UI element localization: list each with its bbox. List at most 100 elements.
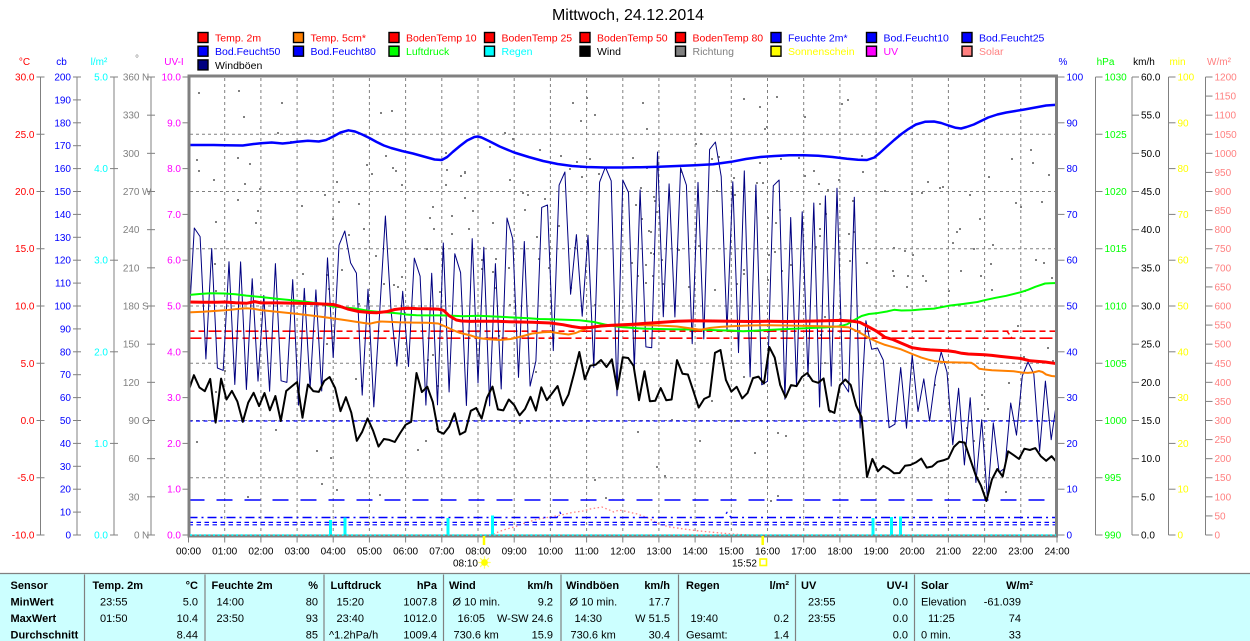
svg-text:Sensor: Sensor bbox=[11, 580, 49, 592]
svg-text:05:00: 05:00 bbox=[357, 547, 382, 558]
svg-text:08:10: 08:10 bbox=[453, 559, 478, 570]
svg-text:10: 10 bbox=[1178, 485, 1190, 496]
svg-text:150: 150 bbox=[123, 340, 140, 351]
svg-text:80: 80 bbox=[306, 597, 318, 609]
svg-text:17:00: 17:00 bbox=[791, 547, 816, 558]
svg-text:%: % bbox=[1059, 57, 1068, 68]
svg-text:1150: 1150 bbox=[1215, 92, 1237, 103]
svg-text:1.4: 1.4 bbox=[774, 630, 789, 641]
svg-text:Wind: Wind bbox=[449, 580, 476, 592]
svg-text:130: 130 bbox=[54, 233, 71, 244]
svg-text:01:50: 01:50 bbox=[100, 613, 128, 625]
svg-text:30.0: 30.0 bbox=[1141, 302, 1161, 313]
svg-text:1.0: 1.0 bbox=[167, 485, 181, 496]
svg-text:8.44: 8.44 bbox=[177, 630, 198, 641]
svg-text:06:00: 06:00 bbox=[393, 547, 418, 558]
svg-text:60: 60 bbox=[1067, 256, 1079, 267]
svg-text:60.0: 60.0 bbox=[1141, 73, 1161, 84]
svg-text:990: 990 bbox=[1105, 531, 1122, 542]
svg-text:10.0: 10.0 bbox=[1141, 454, 1161, 465]
svg-text:10.4: 10.4 bbox=[177, 613, 198, 625]
svg-text:hPa: hPa bbox=[417, 580, 438, 592]
svg-text:85: 85 bbox=[306, 630, 318, 641]
svg-text:23:00: 23:00 bbox=[1008, 547, 1033, 558]
svg-text:0.0: 0.0 bbox=[893, 630, 908, 641]
svg-text:W 51.5: W 51.5 bbox=[635, 613, 670, 625]
svg-text:^1.2hPa/h: ^1.2hPa/h bbox=[329, 630, 378, 641]
svg-text:90: 90 bbox=[1067, 118, 1079, 129]
svg-text:300: 300 bbox=[1215, 416, 1232, 427]
svg-text:50.0: 50.0 bbox=[1141, 149, 1161, 160]
svg-text:1050: 1050 bbox=[1215, 130, 1238, 141]
svg-text:Windböen: Windböen bbox=[566, 580, 619, 592]
svg-text:120: 120 bbox=[54, 256, 71, 267]
svg-text:30: 30 bbox=[60, 462, 72, 473]
svg-text:BodenTemp 10: BodenTemp 10 bbox=[406, 33, 477, 45]
svg-text:400: 400 bbox=[1215, 378, 1232, 389]
svg-text:1.0: 1.0 bbox=[94, 439, 108, 450]
svg-text:100: 100 bbox=[54, 302, 71, 313]
svg-text:1000: 1000 bbox=[1215, 149, 1238, 160]
svg-text:11:00: 11:00 bbox=[574, 547, 599, 558]
svg-text:1025: 1025 bbox=[1105, 130, 1128, 141]
svg-text:Solar: Solar bbox=[921, 580, 949, 592]
svg-text:10:00: 10:00 bbox=[538, 547, 563, 558]
svg-text:7.0: 7.0 bbox=[167, 210, 181, 221]
svg-text:5.0: 5.0 bbox=[183, 597, 198, 609]
svg-text:10.0: 10.0 bbox=[15, 302, 35, 313]
svg-text:9.2: 9.2 bbox=[538, 597, 553, 609]
svg-text:50: 50 bbox=[60, 416, 72, 427]
svg-text:450: 450 bbox=[1215, 359, 1232, 370]
svg-text:55.0: 55.0 bbox=[1141, 111, 1161, 122]
svg-text:BodenTemp 50: BodenTemp 50 bbox=[597, 33, 668, 45]
svg-text:20: 20 bbox=[1067, 439, 1079, 450]
svg-text:km/h: km/h bbox=[1133, 57, 1155, 68]
svg-text:5.0: 5.0 bbox=[94, 73, 108, 84]
svg-text:0.0: 0.0 bbox=[1141, 531, 1155, 542]
svg-text:40: 40 bbox=[60, 439, 72, 450]
svg-text:°: ° bbox=[135, 54, 139, 65]
svg-text:17.7: 17.7 bbox=[649, 597, 670, 609]
svg-text:1005: 1005 bbox=[1105, 359, 1128, 370]
svg-text:25.0: 25.0 bbox=[15, 130, 35, 141]
svg-text:850: 850 bbox=[1215, 206, 1232, 217]
svg-text:W/m²: W/m² bbox=[1006, 580, 1033, 592]
svg-text:1020: 1020 bbox=[1105, 187, 1128, 198]
svg-text:24:00: 24:00 bbox=[1044, 547, 1069, 558]
svg-text:5.0: 5.0 bbox=[1141, 492, 1155, 503]
svg-text:240: 240 bbox=[123, 225, 140, 236]
svg-text:15:52: 15:52 bbox=[732, 559, 757, 570]
svg-text:93: 93 bbox=[306, 613, 318, 625]
svg-text:cb: cb bbox=[56, 57, 67, 68]
svg-text:00:00: 00:00 bbox=[176, 547, 201, 558]
svg-text:15.9: 15.9 bbox=[532, 630, 553, 641]
svg-text:BodenTemp 25: BodenTemp 25 bbox=[502, 33, 573, 45]
svg-text:O: O bbox=[142, 416, 150, 427]
svg-text:2.0: 2.0 bbox=[167, 439, 181, 450]
svg-text:0: 0 bbox=[65, 531, 71, 542]
svg-text:-5.0: -5.0 bbox=[17, 473, 35, 484]
svg-text:33: 33 bbox=[1009, 630, 1021, 641]
svg-text:Regen: Regen bbox=[502, 46, 533, 58]
svg-text:Solar: Solar bbox=[979, 46, 1004, 58]
svg-text:Feuchte 2m: Feuchte 2m bbox=[212, 580, 273, 592]
svg-text:8.0: 8.0 bbox=[167, 164, 181, 175]
svg-text:BodenTemp 80: BodenTemp 80 bbox=[693, 33, 764, 45]
svg-text:995: 995 bbox=[1105, 473, 1122, 484]
svg-text:19:00: 19:00 bbox=[864, 547, 889, 558]
svg-text:14:00: 14:00 bbox=[683, 547, 708, 558]
svg-text:10: 10 bbox=[1067, 485, 1079, 496]
svg-text:hPa: hPa bbox=[1097, 57, 1115, 68]
svg-text:10: 10 bbox=[60, 508, 72, 519]
svg-text:0: 0 bbox=[134, 531, 140, 542]
svg-text:730.6 km: 730.6 km bbox=[454, 630, 499, 641]
svg-text:Ø 10 min.: Ø 10 min. bbox=[453, 597, 501, 609]
svg-text:S: S bbox=[142, 302, 149, 313]
svg-text:15.0: 15.0 bbox=[15, 244, 35, 255]
svg-text:15:20: 15:20 bbox=[337, 597, 365, 609]
svg-text:900: 900 bbox=[1215, 187, 1232, 198]
svg-text:330: 330 bbox=[123, 111, 140, 122]
svg-text:100: 100 bbox=[1178, 73, 1195, 84]
svg-text:0.0: 0.0 bbox=[21, 416, 35, 427]
svg-text:45.0: 45.0 bbox=[1141, 187, 1161, 198]
